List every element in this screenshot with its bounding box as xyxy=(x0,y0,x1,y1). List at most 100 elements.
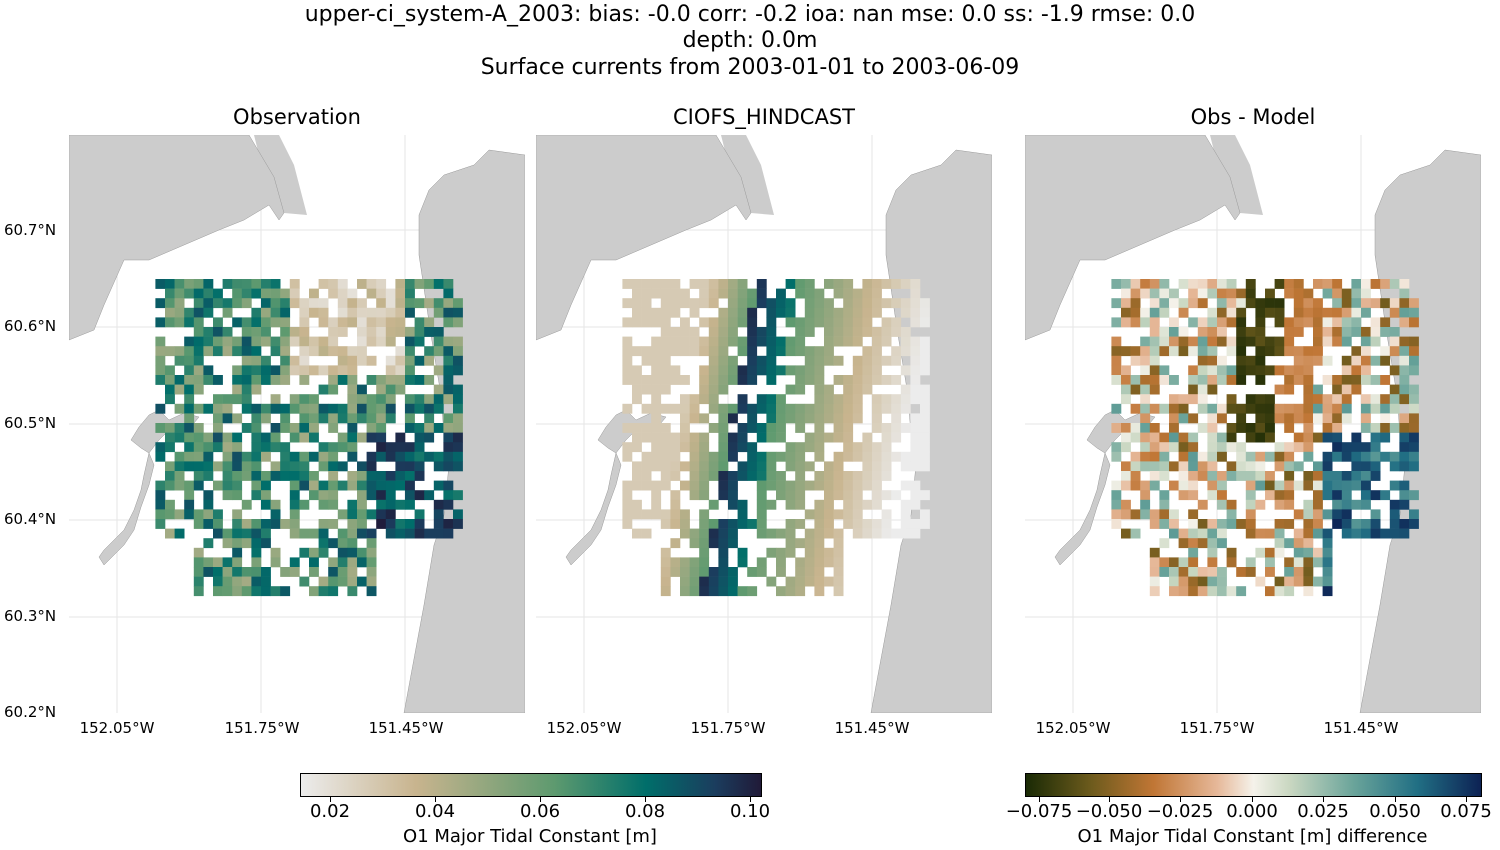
observation-cell xyxy=(213,480,223,491)
difference-cell xyxy=(1322,557,1333,568)
observation-cell xyxy=(309,480,319,491)
observation-cell xyxy=(376,509,387,520)
difference-cell xyxy=(1255,413,1266,424)
observation-cell xyxy=(328,576,339,587)
observation-cell xyxy=(453,451,463,462)
difference-cell xyxy=(1207,432,1218,443)
colorbar-main-tick: 0.06 xyxy=(519,801,561,822)
model-cell xyxy=(708,403,719,414)
difference-cell xyxy=(1159,327,1170,337)
model-cell xyxy=(670,557,681,568)
difference-cell xyxy=(1149,451,1160,462)
model-cell xyxy=(843,423,854,433)
difference-cell xyxy=(1111,279,1122,289)
observation-cell xyxy=(222,586,233,597)
model-cell xyxy=(718,471,729,481)
observation-cell xyxy=(270,442,281,453)
observation-cell xyxy=(193,471,204,481)
difference-cell xyxy=(1293,355,1304,366)
difference-cell xyxy=(1111,365,1122,376)
difference-cell xyxy=(1341,384,1352,395)
difference-cell xyxy=(1313,346,1323,357)
difference-cell xyxy=(1341,499,1352,510)
model-cell xyxy=(728,375,738,385)
difference-cell xyxy=(1197,499,1208,510)
model-cell xyxy=(843,471,854,481)
observation-cell xyxy=(453,442,463,453)
observation-cell xyxy=(184,394,195,405)
model-cell xyxy=(670,403,681,414)
observation-cell xyxy=(395,442,406,453)
difference-cell xyxy=(1370,279,1381,289)
difference-cell xyxy=(1313,336,1323,347)
observation-cell xyxy=(222,461,233,472)
observation-cell xyxy=(337,307,348,318)
difference-cell xyxy=(1188,394,1199,405)
difference-cell xyxy=(1361,528,1371,539)
difference-cell xyxy=(1409,509,1419,520)
model-cell xyxy=(872,288,882,299)
difference-cell xyxy=(1351,375,1362,385)
observation-cell xyxy=(174,375,185,385)
observation-cell xyxy=(299,499,310,510)
observation-cell xyxy=(337,538,348,549)
observation-cell xyxy=(184,499,195,510)
observation-cell xyxy=(251,451,262,462)
observation-cell xyxy=(270,365,281,376)
difference-cell xyxy=(1389,346,1400,357)
model-cell xyxy=(708,451,719,462)
difference-cell xyxy=(1303,499,1314,510)
difference-cell xyxy=(1303,413,1314,424)
observation-cell xyxy=(280,403,291,414)
colorbar-tick-mark xyxy=(1109,797,1110,802)
model-cell xyxy=(776,451,786,462)
observation-cell xyxy=(318,413,329,424)
observation-cell xyxy=(366,423,377,433)
observation-cell xyxy=(395,471,406,481)
difference-cell xyxy=(1169,586,1179,597)
difference-cell xyxy=(1217,451,1227,462)
model-cell xyxy=(900,336,911,347)
observation-cell xyxy=(309,490,319,501)
observation-cell xyxy=(376,413,387,424)
difference-cell xyxy=(1265,528,1275,539)
difference-cell xyxy=(1178,403,1189,414)
difference-cell xyxy=(1197,346,1208,357)
model-cell xyxy=(737,317,748,328)
observation-cell xyxy=(270,471,281,481)
model-cell xyxy=(660,519,671,529)
difference-cell xyxy=(1197,394,1208,405)
observation-cell xyxy=(241,336,252,347)
observation-cell xyxy=(184,490,195,501)
difference-cell xyxy=(1197,451,1208,462)
model-cell xyxy=(843,375,854,385)
difference-cell xyxy=(1303,519,1314,529)
difference-cell xyxy=(1197,423,1208,433)
difference-cell xyxy=(1207,365,1218,376)
difference-cell xyxy=(1169,403,1179,414)
difference-cell xyxy=(1274,451,1285,462)
observation-cell xyxy=(270,336,281,347)
observation-cell xyxy=(347,519,358,529)
difference-cell xyxy=(1361,307,1371,318)
observation-cell xyxy=(232,336,243,347)
colorbar-tick-mark xyxy=(1323,797,1324,802)
difference-cell xyxy=(1370,490,1381,501)
observation-cell xyxy=(309,547,319,558)
model-cell xyxy=(920,365,930,376)
observation-cell xyxy=(261,375,271,385)
observation-cell xyxy=(213,442,223,453)
difference-cell xyxy=(1159,451,1170,462)
model-cell xyxy=(843,480,854,491)
observation-cell xyxy=(453,509,463,520)
model-cell xyxy=(689,403,700,414)
observation-cell xyxy=(405,394,415,405)
model-cell xyxy=(795,557,806,568)
observation-cell xyxy=(405,528,415,539)
difference-cell xyxy=(1409,451,1419,462)
observation-cell xyxy=(193,346,204,357)
observation-cell xyxy=(318,336,329,347)
model-cell xyxy=(660,336,671,347)
model-cell xyxy=(622,317,633,328)
difference-cell xyxy=(1380,346,1391,357)
